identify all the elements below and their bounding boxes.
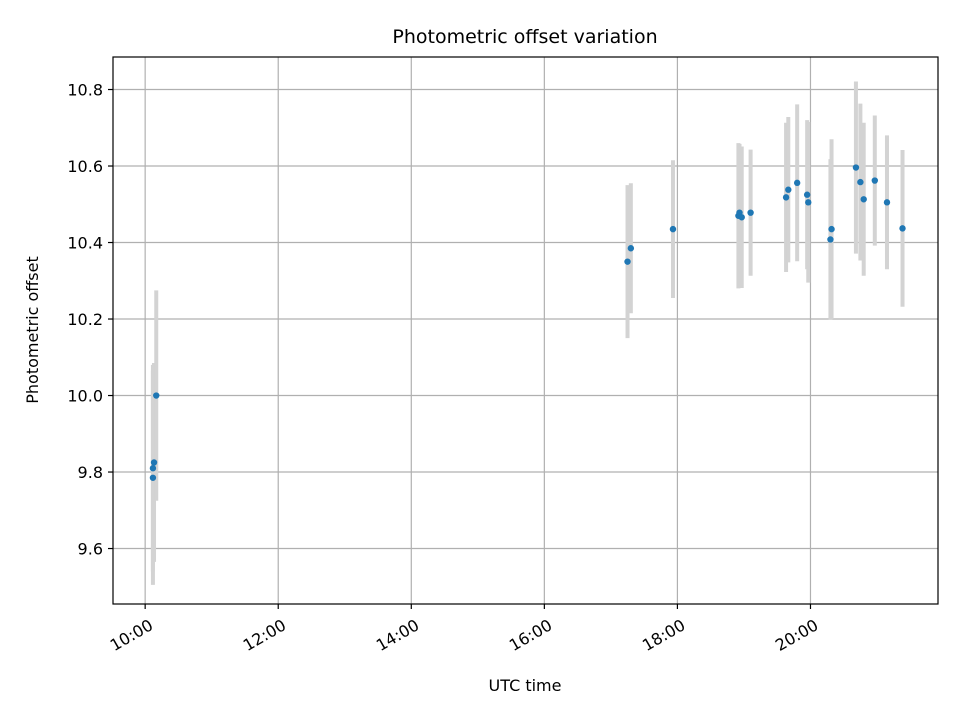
data-point [782,194,790,201]
data-point [747,209,754,216]
y-tick-label: 9.6 [78,540,103,559]
data-point [624,258,631,265]
grid-lines [113,57,938,604]
data-point [785,186,792,193]
data-points [149,164,906,481]
plot-frame [112,56,939,605]
data-point [149,465,157,472]
data-point [669,225,677,233]
data-point [899,225,906,232]
y-tick-label: 9.8 [78,463,103,482]
data-point [150,459,158,466]
y-tick-label: 10.0 [67,387,103,406]
data-point [860,196,867,203]
y-tick-label: 10.4 [67,234,103,253]
chart-title: Photometric offset variation [392,26,657,48]
y-tick-label: 10.8 [67,81,103,100]
y-axis-ticks: 9.6 9.8 10.0 10.2 10.4 10.6 10.8 [67,81,113,559]
data-point [738,214,745,221]
y-axis-label: Photometric offset [23,256,42,404]
data-point [883,199,891,206]
data-point [857,178,864,186]
x-axis-label: UTC time [489,676,562,695]
data-point [793,179,801,187]
data-point [828,225,835,233]
data-point [871,177,878,184]
data-point [149,474,157,481]
y-tick-label: 10.6 [67,157,103,176]
y-tick-label: 10.2 [67,310,103,329]
data-point [803,191,811,198]
data-point [852,164,860,171]
data-point [153,392,160,399]
data-point [827,236,834,243]
data-point [805,199,812,206]
data-point [627,245,635,252]
